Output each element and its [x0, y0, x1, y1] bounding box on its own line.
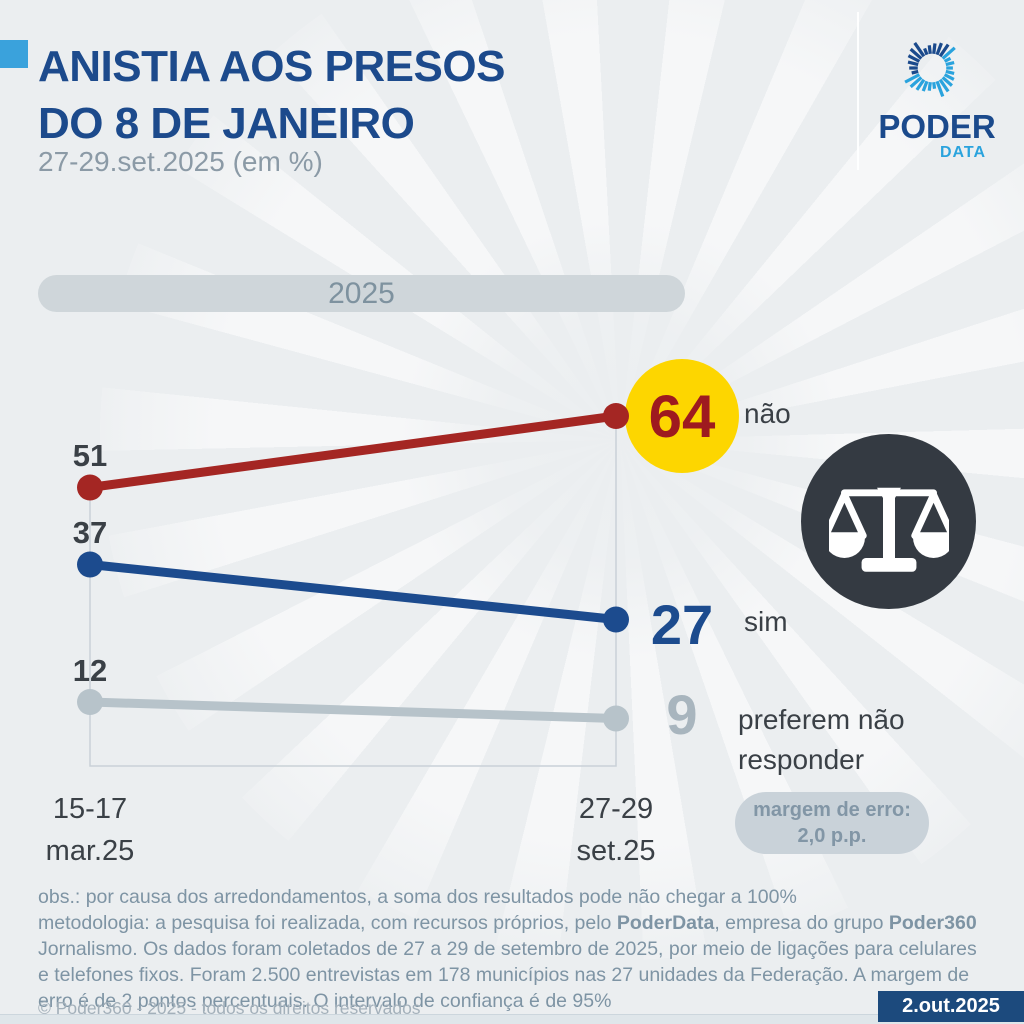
x-axis-label-mar25: 15-17 mar.25 [10, 788, 170, 872]
footer-text: obs.: por causa dos arredondamentos, a s… [38, 884, 990, 1014]
value-nao-mar: 51 [72, 438, 108, 473]
value-sim-mar: 37 [72, 515, 108, 550]
scales-of-justice-icon [828, 487, 949, 572]
value-pnr-2025: 9 [666, 683, 698, 746]
x-axis-label-set25-line1: 27-29 [578, 793, 654, 825]
logo-brand-text: PODER [878, 108, 996, 145]
page-title: ANISTIA AOS PRESOS DO 8 DE JANEIRO [38, 38, 505, 152]
highlight-circle: 64 [625, 359, 739, 473]
margin-of-error-badge: margem de erro: 2,0 p.p. [735, 792, 929, 854]
series-label-nao: não [744, 398, 791, 429]
value-sim-2025: 27 [650, 593, 714, 656]
series-label-preferem-nao-responder: preferem não responder [738, 704, 905, 775]
methodology-text: metodologia: a pesquisa foi realizada, c… [38, 912, 977, 1012]
footer-note: obs.: por causa dos arredondamentos, a s… [38, 886, 797, 908]
period-pill-label: 2025 [328, 276, 395, 310]
sunburst-logo-icon [904, 42, 956, 97]
series-label-sim: sim [744, 606, 788, 637]
date-badge: 2.out.2025 [878, 991, 1024, 1022]
value-nao-2025: 64 [648, 382, 716, 450]
header-divider [857, 12, 859, 170]
margin-of-error-line1: margem de erro: [753, 799, 911, 821]
logo-sub-text: DATA [939, 144, 986, 161]
page-subtitle: 27-29.set.2025 (em %) [38, 146, 323, 177]
x-axis-label-mar25-line2: mar.25 [45, 835, 135, 867]
margin-of-error-line2: 2,0 p.p. [797, 825, 867, 847]
copyright-text: © Poder360 - 2025 - todos os direitos re… [38, 998, 421, 1018]
page-title-line2: DO 8 DE JANEIRO [38, 99, 415, 148]
bottom-strip [0, 1014, 1024, 1024]
value-pnr-mar: 12 [72, 653, 108, 688]
poderdata-logo: PODER DATA [868, 30, 998, 161]
scales-of-justice-badge [801, 434, 976, 609]
title-accent-square [0, 40, 28, 68]
x-axis-label-set25: 27-29 set.25 [536, 788, 696, 872]
page-title-line1: ANISTIA AOS PRESOS [38, 42, 505, 91]
x-axis-label-mar25-line1: 15-17 [52, 793, 128, 825]
x-axis-label-set25-line2: set.25 [576, 835, 656, 867]
period-pill: 2025 [38, 275, 685, 312]
